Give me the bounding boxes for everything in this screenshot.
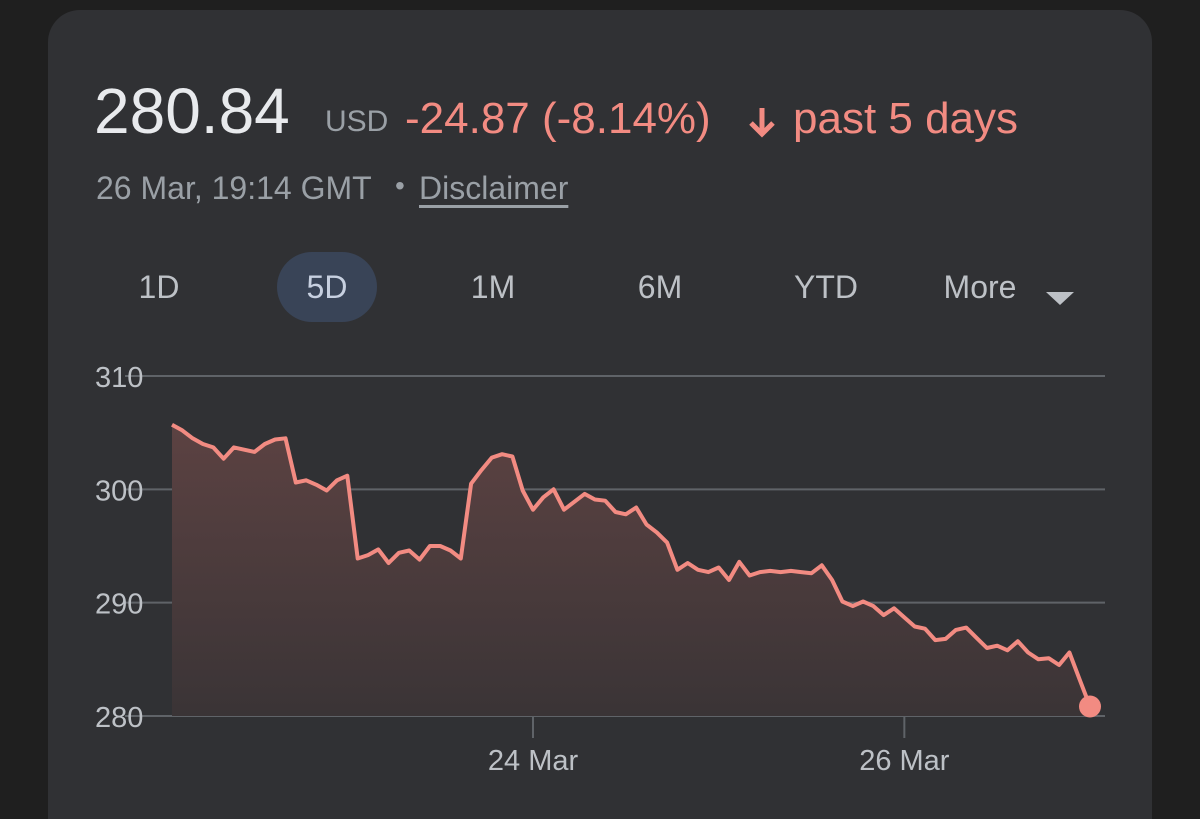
range-tab[interactable]: 1D	[138, 269, 180, 305]
change: -24.87 (-8.14%)	[405, 94, 711, 143]
range-tab[interactable]: More	[943, 269, 1017, 305]
range-tab[interactable]: 6M	[637, 269, 683, 305]
card: 280.84 USD -24.87 (-8.14%) past 5 days 2…	[48, 10, 1152, 819]
separator: •	[395, 170, 405, 201]
range-tab[interactable]: YTD	[794, 269, 858, 305]
timestamp: 26 Mar, 19:14 GMT	[96, 170, 372, 206]
y-tick-label: 300	[95, 475, 143, 507]
dropdown-triangle	[1046, 292, 1074, 305]
period: past 5 days	[793, 94, 1019, 143]
y-tick-label: 280	[95, 702, 143, 734]
x-tick-label: 26 Mar	[859, 745, 950, 777]
chart: 280 290 300 310 24 Mar 26 Mar	[95, 362, 1105, 777]
currency: USD	[325, 105, 389, 138]
area	[172, 424, 1090, 716]
range-tab[interactable]: 1M	[470, 269, 516, 305]
last-point	[1079, 695, 1101, 718]
down-arrow	[749, 108, 775, 138]
y-tick-label: 290	[95, 589, 143, 621]
x-tick-label: 24 Mar	[488, 745, 579, 777]
disclaimer-link[interactable]: Disclaimer	[419, 170, 569, 206]
price: 280.84	[94, 75, 290, 147]
price-line	[171, 422, 1092, 708]
y-tick-label: 310	[95, 362, 143, 394]
range-tab[interactable]: 5D	[277, 252, 377, 322]
